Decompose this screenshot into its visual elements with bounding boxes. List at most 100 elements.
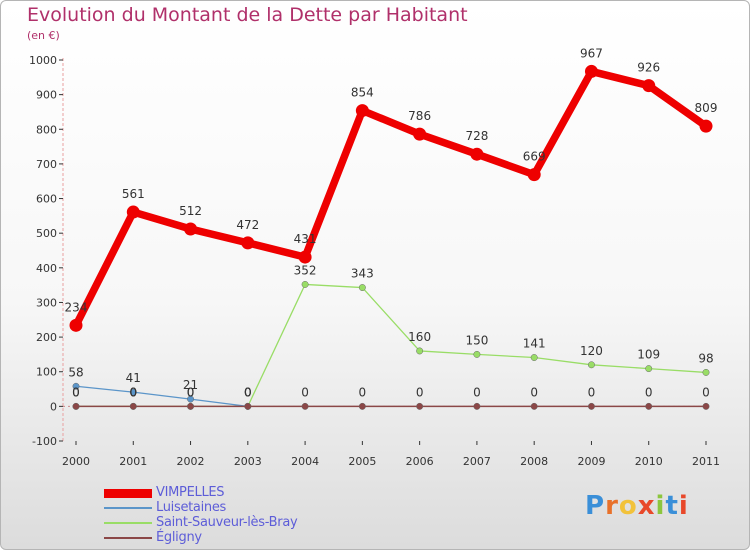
data-label: 0	[129, 385, 137, 399]
data-label: 0	[187, 385, 195, 399]
data-point	[530, 354, 538, 361]
data-point	[184, 222, 198, 236]
data-point	[702, 368, 710, 376]
data-label: 120	[580, 344, 603, 358]
data-label: 472	[236, 218, 259, 232]
data-point	[69, 318, 83, 332]
series-line-Luisetaines	[75, 385, 249, 408]
logo-letter: o	[618, 491, 638, 521]
data-point	[530, 402, 538, 410]
legend-label: VIMPELLES	[156, 485, 225, 500]
data-label: 0	[473, 385, 481, 399]
chart-title: Evolution du Montant de la Dette par Hab…	[27, 4, 468, 26]
logo-letter: t	[665, 491, 679, 521]
data-point	[355, 104, 369, 118]
x-tick-label: 2001	[119, 455, 147, 468]
y-tick-label: -100	[32, 435, 57, 448]
data-point	[645, 402, 653, 410]
x-tick-label: 2005	[348, 455, 376, 468]
data-label: 21	[183, 378, 198, 392]
data-point	[416, 347, 424, 355]
data-label: 343	[351, 267, 374, 281]
legend-label: Saint-Sauveur-lès-Bray	[156, 515, 298, 530]
data-label: 0	[588, 385, 596, 399]
data-point	[126, 205, 140, 219]
data-label: 41	[126, 371, 141, 385]
data-label: 0	[244, 385, 252, 399]
y-tick-label: 1000	[29, 54, 57, 67]
y-tick-label: 500	[36, 227, 57, 240]
data-point	[187, 402, 194, 410]
x-tick-label: 2008	[520, 455, 548, 468]
data-point	[129, 402, 137, 410]
legend-swatch	[104, 522, 152, 524]
data-point	[473, 402, 481, 410]
series-line-VIMPELLES	[72, 67, 710, 330]
data-label: 728	[465, 129, 488, 143]
y-tick-label: 300	[36, 296, 57, 309]
data-label: 967	[580, 46, 603, 60]
y-tick-label: 900	[36, 89, 57, 102]
x-tick-label: 2006	[406, 455, 434, 468]
data-point	[358, 284, 366, 292]
y-tick-label: 600	[36, 193, 57, 206]
data-point	[301, 280, 309, 288]
data-point	[588, 402, 595, 410]
data-point	[473, 350, 481, 358]
proxiti-logo: Proxiti	[585, 491, 689, 521]
data-label: 0	[72, 385, 80, 399]
data-label: 352	[294, 263, 317, 277]
data-point	[244, 402, 252, 410]
data-point	[241, 236, 255, 250]
legend-swatch	[104, 537, 152, 539]
series-line-Saint-Sauveur-lès-Bray	[75, 283, 707, 408]
data-label: 160	[408, 330, 431, 344]
logo-letter: i	[655, 491, 666, 521]
x-tick-label: 2000	[62, 455, 90, 468]
data-label: 431	[294, 232, 317, 246]
data-point	[470, 147, 484, 161]
legend-swatch	[104, 488, 152, 498]
x-tick-label: 2009	[577, 455, 605, 468]
y-tick-label: 0	[50, 400, 57, 413]
logo-letter: x	[637, 491, 656, 521]
data-point	[645, 365, 653, 373]
data-label: 0	[244, 385, 252, 399]
y-tick-label: 800	[36, 123, 57, 136]
data-label: 0	[530, 385, 538, 399]
data-label: 0	[129, 385, 137, 399]
data-label: 0	[72, 385, 80, 399]
data-point	[584, 64, 598, 78]
y-tick-label: 200	[36, 331, 57, 344]
data-point	[527, 168, 541, 182]
data-label: 0	[187, 385, 195, 399]
data-label: 234	[65, 300, 88, 314]
chart-subtitle: (en €)	[27, 29, 60, 42]
data-label: 561	[122, 187, 145, 201]
x-tick-label: 2002	[177, 455, 205, 468]
data-point	[413, 127, 427, 141]
data-label: 809	[695, 101, 718, 115]
y-tick-label: 400	[36, 262, 57, 275]
data-label: 109	[637, 348, 660, 362]
data-label: 0	[416, 385, 424, 399]
data-point	[588, 361, 595, 369]
data-label: 0	[645, 385, 653, 399]
data-label: 0	[702, 385, 710, 399]
data-point	[187, 395, 194, 403]
data-point	[72, 382, 80, 390]
logo-letter: i	[678, 491, 689, 521]
y-tick-label: 100	[36, 366, 57, 379]
data-point	[129, 388, 137, 396]
data-label: 0	[359, 385, 367, 399]
data-point	[72, 402, 80, 410]
data-label: 786	[408, 109, 431, 123]
data-point	[642, 79, 656, 93]
y-tick-label: 700	[36, 158, 57, 171]
data-label: 150	[465, 333, 488, 347]
data-point	[301, 402, 309, 410]
data-point	[699, 119, 713, 133]
x-tick-label: 2007	[463, 455, 491, 468]
